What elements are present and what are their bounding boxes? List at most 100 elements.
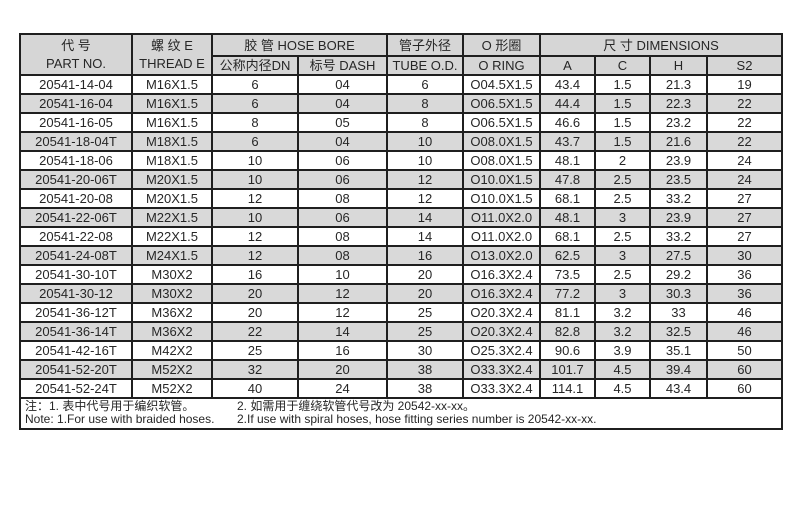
cell-part-no: 20541-36-14T	[19, 321, 133, 342]
cell-dash: 12	[297, 302, 388, 323]
note-zh-1: 注：1. 表中代号用于编织软管。	[25, 399, 195, 413]
cell-dim-h: 29.2	[649, 264, 708, 285]
cell-tube-od: 38	[386, 378, 464, 399]
cell-dn: 6	[211, 74, 299, 95]
cell-dn: 32	[211, 359, 299, 380]
cell-dim-a: 114.1	[539, 378, 596, 399]
col-header-dim-a: A	[539, 55, 596, 76]
cell-dim-c: 2.5	[594, 226, 651, 247]
cell-thread-e: M20X1.5	[131, 188, 213, 209]
col-header-o-ring-en: O RING	[462, 55, 541, 76]
col-header-part-no-en: PART NO.	[46, 55, 106, 71]
cell-tube-od: 14	[386, 207, 464, 228]
cell-dn: 6	[211, 131, 299, 152]
cell-part-no: 20541-36-12T	[19, 302, 133, 323]
cell-dim-a: 62.5	[539, 245, 596, 266]
table-body: 20541-14-04 M16X1.5 6 04 6 O04.5X1.5 43.4 1.5 21…	[19, 74, 784, 399]
cell-o-ring: O08.0X1.5	[462, 150, 541, 171]
cell-dash: 20	[297, 359, 388, 380]
cell-dim-c: 2.5	[594, 264, 651, 285]
cell-part-no: 20541-18-04T	[19, 131, 133, 152]
cell-dim-h: 23.9	[649, 150, 708, 171]
cell-dim-c: 3	[594, 207, 651, 228]
cell-dim-c: 2.5	[594, 188, 651, 209]
col-header-dim-s2: S2	[705, 55, 784, 76]
cell-thread-e: M18X1.5	[131, 131, 213, 152]
table-row: 20541-16-04 M16X1.5 6 04 8 O06.5X1.5 44.4 1.5 22…	[19, 93, 784, 114]
cell-part-no: 20541-18-06	[19, 150, 133, 171]
cell-dim-h: 33	[649, 302, 708, 323]
cell-dash: 10	[297, 264, 388, 285]
cell-tube-od: 38	[386, 359, 464, 380]
col-header-dash: 标号 DASH	[297, 55, 388, 76]
cell-thread-e: M22X1.5	[131, 226, 213, 247]
cell-dim-s2: 22	[705, 131, 784, 152]
cell-dim-a: 90.6	[539, 340, 596, 361]
cell-dim-a: 73.5	[539, 264, 596, 285]
cell-dim-a: 43.4	[539, 74, 596, 95]
cell-dash: 08	[297, 188, 388, 209]
cell-o-ring: O16.3X2.4	[462, 264, 541, 285]
cell-dash: 04	[297, 74, 388, 95]
cell-dim-a: 82.8	[539, 321, 596, 342]
table-header: 代 号 PART NO. 螺 纹 E THREAD E 胶 管 HOSE BOR…	[19, 33, 784, 76]
cell-dim-a: 77.2	[539, 283, 596, 304]
table-row: 20541-30-12 M30X2 20 12 20 O16.3X2.4 77.2 3 30.3…	[19, 283, 784, 304]
cell-dim-c: 3	[594, 283, 651, 304]
cell-dim-h: 32.5	[649, 321, 708, 342]
cell-part-no: 20541-30-10T	[19, 264, 133, 285]
note-en-2: 2.If use with spiral hoses, hose fitting…	[237, 412, 597, 426]
header-row-2: 公称内径DN 标号 DASH TUBE O.D. O RING A C H S2	[20, 55, 784, 76]
cell-dim-c: 2.5	[594, 169, 651, 190]
cell-dim-a: 81.1	[539, 302, 596, 323]
table-row: 20541-20-08 M20X1.5 12 08 12 O10.0X1.5 68.1 2.5…	[19, 188, 784, 209]
cell-dn: 12	[211, 245, 299, 266]
cell-dim-a: 48.1	[539, 207, 596, 228]
table-row: 20541-14-04 M16X1.5 6 04 6 O04.5X1.5 43.4 1.5 21…	[19, 74, 784, 95]
col-header-part-no: 代 号 PART NO.	[19, 33, 133, 76]
col-header-dimensions: 尺 寸 DIMENSIONS	[538, 33, 784, 57]
cell-thread-e: M18X1.5	[131, 150, 213, 171]
cell-o-ring: O11.0X2.0	[462, 226, 541, 247]
cell-thread-e: M24X1.5	[131, 245, 213, 266]
cell-dim-a: 101.7	[539, 359, 596, 380]
cell-dim-a: 68.1	[539, 188, 596, 209]
cell-dim-a: 43.7	[539, 131, 596, 152]
cell-dash: 04	[297, 93, 388, 114]
cell-dash: 16	[297, 340, 388, 361]
col-header-hose-bore: 胶 管 HOSE BORE	[211, 33, 388, 57]
cell-dim-c: 1.5	[594, 131, 651, 152]
cell-tube-od: 10	[386, 150, 464, 171]
cell-dash: 24	[297, 378, 388, 399]
cell-dim-h: 23.2	[649, 112, 708, 133]
cell-part-no: 20541-52-24T	[19, 378, 133, 399]
cell-tube-od: 14	[386, 226, 464, 247]
cell-dim-h: 27.5	[649, 245, 708, 266]
table-row: 20541-20-06T M20X1.5 10 06 12 O10.0X1.5 47.8 2.…	[19, 169, 784, 190]
table-row: 20541-22-06T M22X1.5 10 06 14 O11.0X2.0 48.1 3 2…	[19, 207, 784, 228]
cell-dn: 16	[211, 264, 299, 285]
cell-thread-e: M30X2	[131, 283, 213, 304]
cell-thread-e: M16X1.5	[131, 93, 213, 114]
cell-o-ring: O20.3X2.4	[462, 321, 541, 342]
cell-dash: 06	[297, 169, 388, 190]
cell-dim-s2: 36	[705, 283, 784, 304]
cell-dim-s2: 46	[705, 302, 784, 323]
cell-thread-e: M36X2	[131, 302, 213, 323]
cell-thread-e: M42X2	[131, 340, 213, 361]
cell-dim-a: 46.6	[539, 112, 596, 133]
cell-o-ring: O25.3X2.4	[462, 340, 541, 361]
cell-part-no: 20541-14-04	[19, 74, 133, 95]
cell-part-no: 20541-16-05	[19, 112, 133, 133]
hose-fitting-spec-table: 代 号 PART NO. 螺 纹 E THREAD E 胶 管 HOSE BOR…	[18, 33, 784, 430]
cell-o-ring: O20.3X2.4	[462, 302, 541, 323]
cell-part-no: 20541-16-04	[19, 93, 133, 114]
col-header-part-no-zh: 代 号	[61, 37, 91, 53]
cell-o-ring: O10.0X1.5	[462, 169, 541, 190]
cell-dn: 20	[211, 283, 299, 304]
cell-dim-s2: 50	[705, 340, 784, 361]
cell-dash: 08	[297, 226, 388, 247]
col-header-dim-h: H	[649, 55, 708, 76]
cell-tube-od: 16	[386, 245, 464, 266]
cell-tube-od: 25	[386, 321, 464, 342]
